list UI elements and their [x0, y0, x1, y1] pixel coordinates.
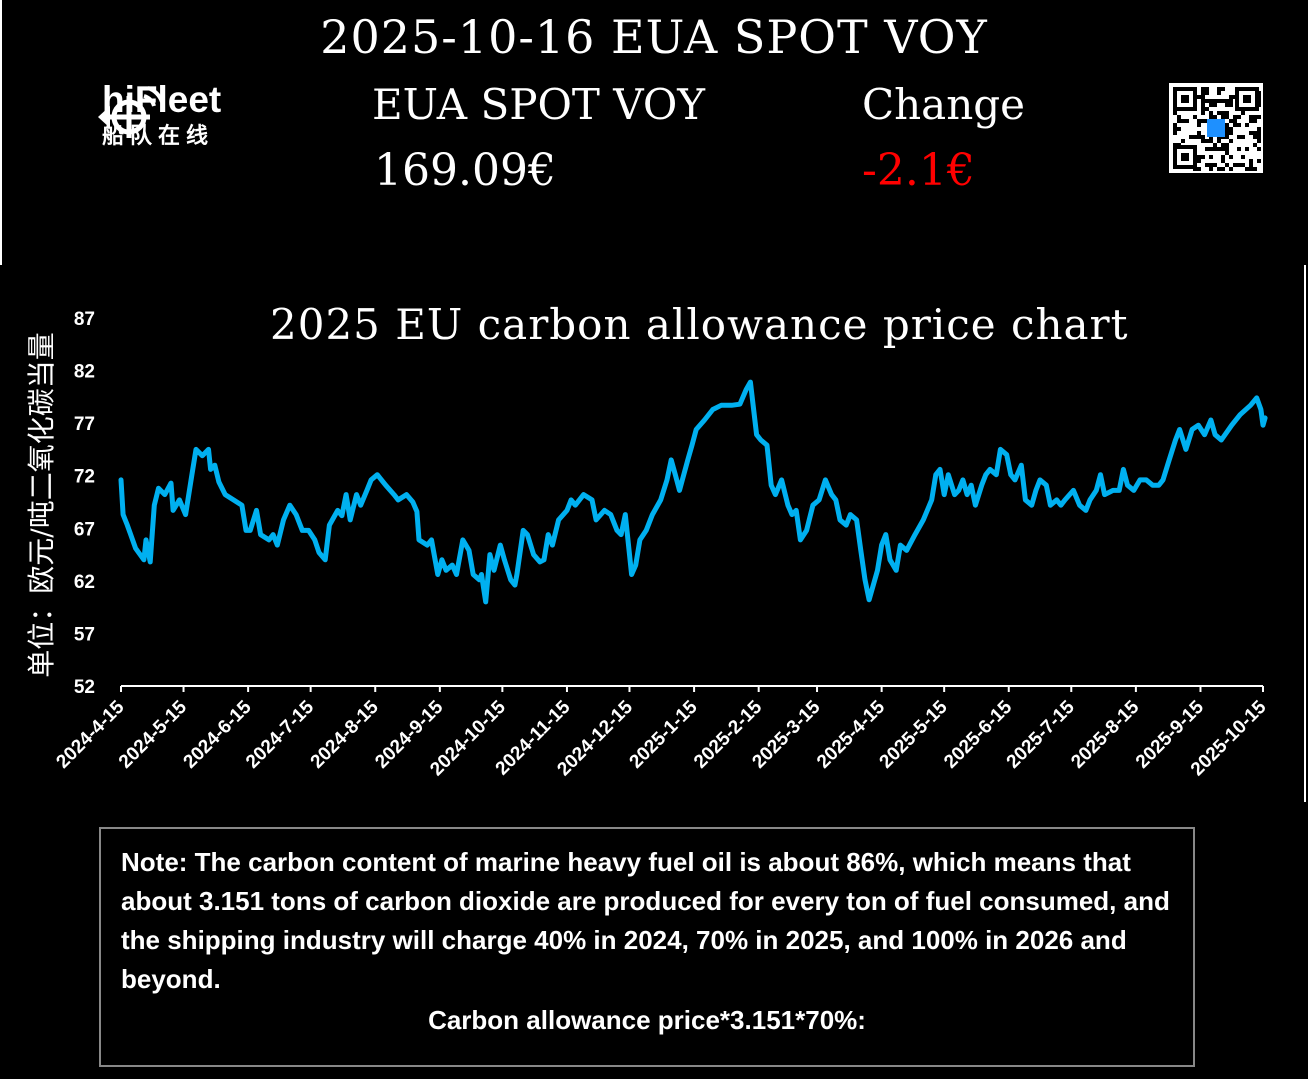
x-tick-label: 2025-8-15 — [1067, 696, 1143, 772]
logo-subtext: 船队在线 — [102, 123, 215, 148]
y-tick-label: 62 — [74, 572, 95, 593]
x-tick-label: 2024-5-15 — [115, 696, 191, 772]
y-tick-label: 57 — [74, 624, 95, 645]
y-tick-label: 82 — [74, 362, 95, 383]
x-tick-label: 2024-8-15 — [307, 696, 383, 772]
chart-title: 2025 EU carbon allowance price chart — [270, 300, 1129, 349]
y-tick-label: 67 — [74, 519, 95, 540]
note-box: Note: The carbon content of marine heavy… — [99, 827, 1195, 1067]
y-tick-label: 72 — [74, 467, 95, 488]
x-tick-label: 2025-5-15 — [876, 696, 952, 772]
price-chart: 52576267727782872024-4-152024-5-152024-6… — [52, 309, 1270, 780]
y-tick-label: 87 — [74, 309, 95, 330]
price-value: 169.09€ — [374, 145, 556, 196]
logo-text: hiFleet — [102, 79, 222, 120]
price-label: EUA SPOT VOY — [372, 80, 706, 129]
x-tick-label: 2025-1-15 — [626, 696, 702, 772]
y-tick-label: 77 — [74, 414, 95, 435]
right-edge-line — [1304, 265, 1306, 802]
price-line — [118, 379, 1268, 605]
left-edge-line — [0, 0, 2, 265]
note-formula: Carbon allowance price*3.151*70%: — [428, 1005, 866, 1035]
x-tick-label: 2025-7-15 — [1003, 696, 1079, 772]
y-tick-label: 52 — [74, 677, 95, 698]
hifleet-logo-icon — [98, 86, 164, 138]
change-label: Change — [862, 80, 1026, 129]
page-title: 2025-10-16 EUA SPOT VOY — [320, 10, 988, 64]
note-text: Note: The carbon content of marine heavy… — [121, 847, 1170, 994]
x-tick-label: 2024-7-15 — [242, 696, 318, 772]
qr-code-icon — [1169, 83, 1263, 173]
change-value: -2.1€ — [862, 145, 975, 196]
